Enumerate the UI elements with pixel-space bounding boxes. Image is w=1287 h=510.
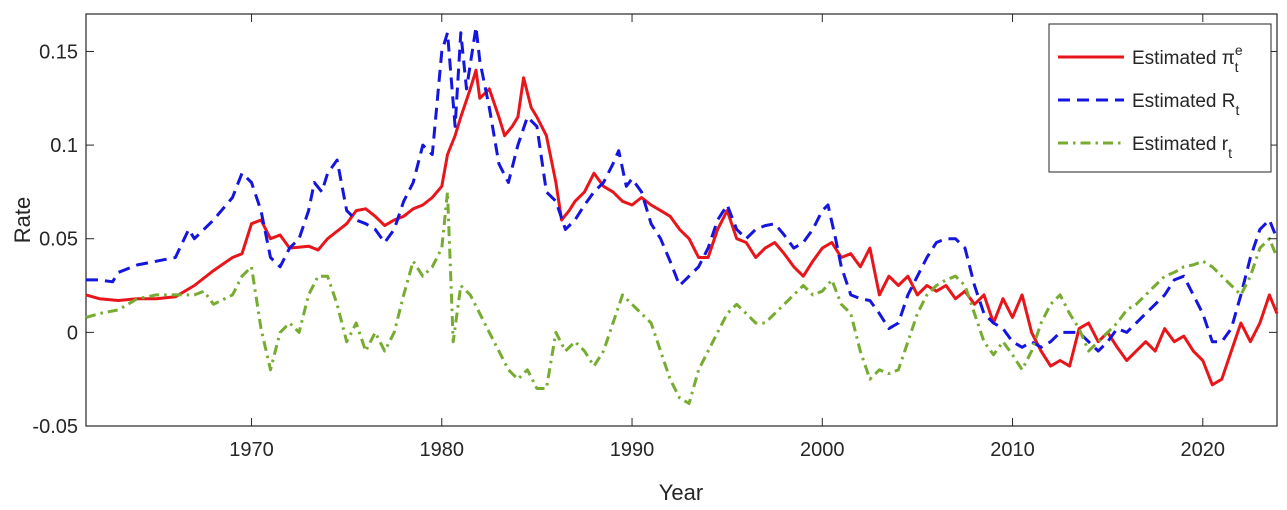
y-tick-label: 0.15 (39, 41, 78, 63)
y-tick-label: -0.05 (32, 416, 78, 438)
series-line-R (86, 25, 1279, 353)
series-line-pi (85, 68, 1279, 387)
y-ticks: -0.05 0 0.05 0.1 0.15 (32, 41, 1277, 438)
x-tick-label: 1970 (229, 439, 274, 461)
x-tick-label: 1980 (420, 439, 465, 461)
y-axis-label: Rate (10, 197, 35, 243)
y-tick-label: 0.1 (50, 135, 78, 157)
series-line-r (85, 190, 1279, 405)
y-tick-label: 0.05 (39, 229, 78, 251)
x-axis-label: Year (659, 480, 703, 505)
legend-label-r: Estimated rt (1132, 134, 1232, 161)
x-tick-label: 2000 (800, 439, 845, 461)
series-layer (85, 25, 1279, 405)
legend-box (1048, 23, 1272, 173)
x-ticks: 1970 1980 1990 2000 2010 2020 (229, 14, 1225, 461)
y-tick-label: 0 (67, 322, 78, 344)
legend: Estimated πe t Estimated Rt Estimated rt (1048, 23, 1272, 173)
legend-label-pi: Estimated πe t (1132, 42, 1243, 75)
x-tick-label: 2020 (1181, 439, 1226, 461)
x-tick-label: 1990 (610, 439, 655, 461)
x-tick-label: 2010 (990, 439, 1035, 461)
legend-label-R: Estimated Rt (1132, 91, 1239, 118)
